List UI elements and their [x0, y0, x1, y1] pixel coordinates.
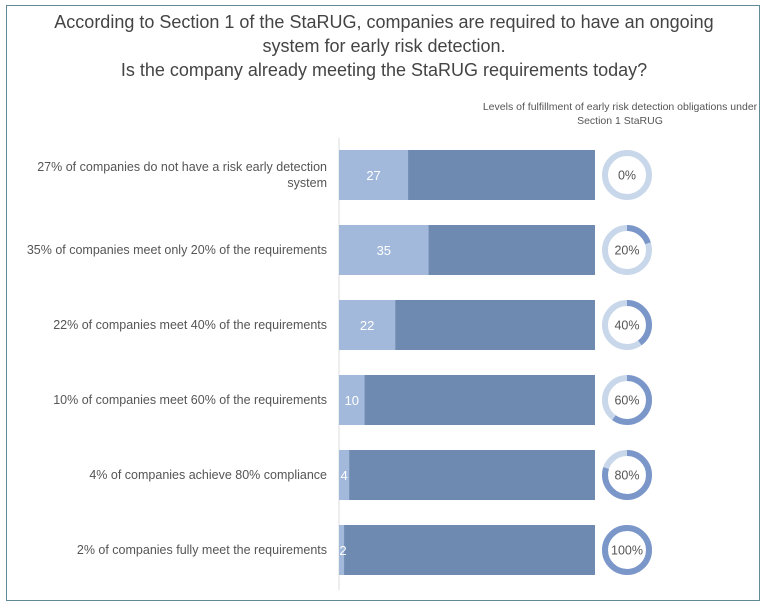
donut-fill: [602, 375, 652, 425]
donut-fill: [602, 300, 652, 350]
donut-subtitle: Levels of fulfillment of early risk dete…: [482, 101, 758, 127]
category-label: 10% of companies meet 60% of the require…: [53, 393, 327, 407]
bar-data-label: 35: [377, 243, 391, 258]
donut-fill: [602, 225, 652, 275]
bar-remainder: [339, 375, 595, 425]
bar-data-label: 27: [366, 168, 380, 183]
bar-value: [339, 525, 345, 575]
title-line-1: According to Section 1 of the StaRUG, co…: [54, 12, 714, 32]
bar-value: [339, 375, 365, 425]
chart-title: According to Section 1 of the StaRUG, co…: [14, 10, 754, 82]
category-label: 4% of companies achieve 80% compliance: [89, 468, 327, 482]
donut-label: 40%: [614, 319, 639, 333]
bar-data-label: 2: [339, 543, 346, 558]
donut-fill: [602, 525, 652, 575]
bar-value: [339, 300, 396, 350]
category-label: 27% of companies do not have a risk earl…: [37, 160, 327, 190]
donut-label: 100%: [611, 544, 643, 558]
donut-label: 0%: [618, 169, 636, 183]
bar-remainder: [339, 450, 595, 500]
bar-value: [339, 150, 409, 200]
donut-label: 60%: [614, 394, 639, 408]
donut-label: 20%: [614, 244, 639, 258]
category-label: 2% of companies fully meet the requireme…: [76, 543, 327, 557]
title-line-3: Is the company already meeting the StaRU…: [120, 60, 648, 80]
category-label: 22% of companies meet 40% of the require…: [53, 318, 327, 332]
title-line-2: system for early risk detection.: [262, 36, 506, 56]
donut-track: [602, 150, 652, 200]
bar-data-label: 4: [341, 468, 348, 483]
bar-data-label: 22: [360, 318, 374, 333]
bar-value: [339, 450, 350, 500]
bar-value: [339, 225, 429, 275]
donut-label: 80%: [614, 469, 639, 483]
donut-fill: [602, 450, 652, 500]
category-label: 35% of companies meet only 20% of the re…: [26, 243, 327, 257]
bar-remainder: [339, 525, 595, 575]
bar-data-label: 10: [345, 393, 359, 408]
